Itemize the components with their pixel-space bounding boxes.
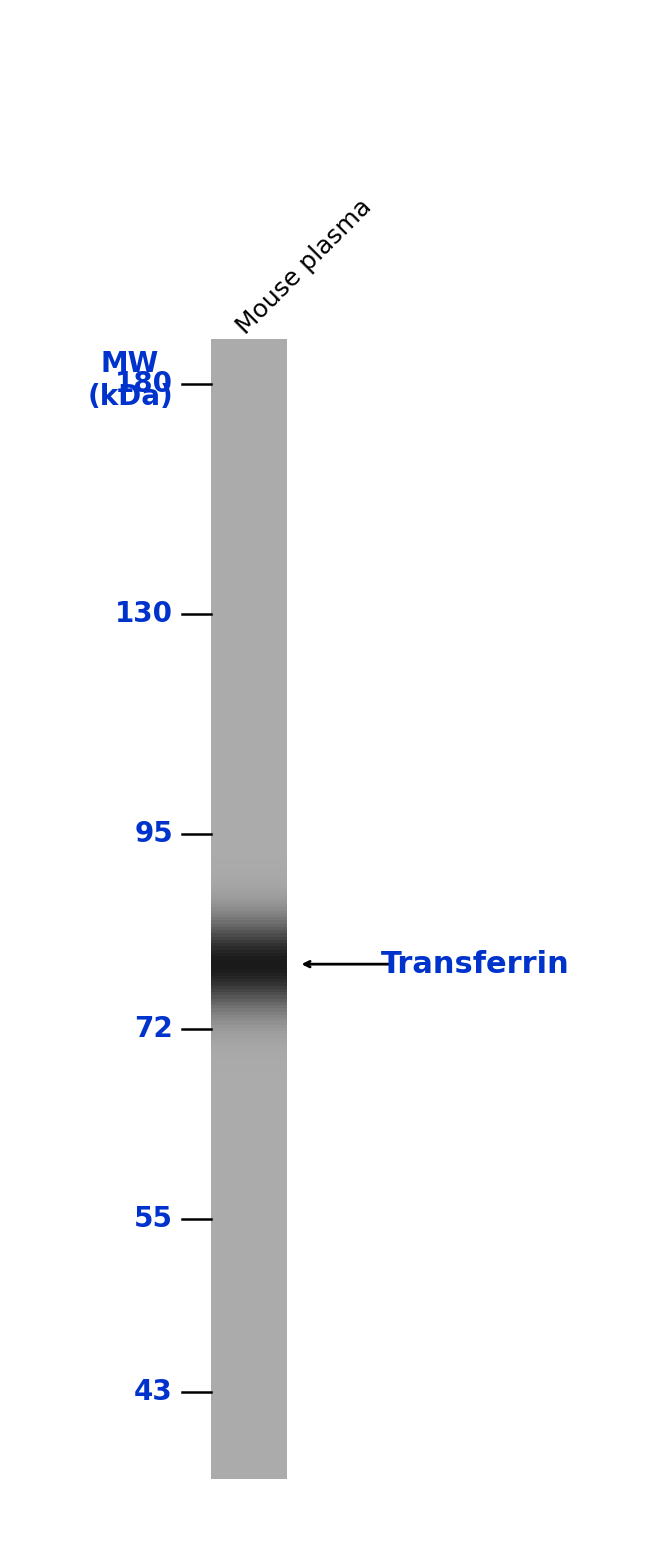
Bar [211,1063,287,1066]
Bar [211,898,287,901]
Bar [211,1016,287,1019]
Bar [211,966,287,969]
Bar [211,992,287,995]
Text: MW
(kDa): MW (kDa) [87,350,173,411]
Bar [211,1045,287,1048]
Bar [211,1019,287,1022]
Bar [211,891,287,894]
Bar [211,928,287,931]
Text: Mouse plasma: Mouse plasma [232,194,376,339]
Bar [211,1022,287,1025]
Bar [211,1005,287,1008]
Bar [211,339,287,1479]
Bar [211,861,287,865]
Bar [211,1103,287,1106]
Bar [211,1116,287,1119]
Bar [211,1093,287,1096]
Bar [211,1096,287,1099]
Bar [211,1031,287,1034]
Bar [211,982,287,986]
Bar [211,1040,287,1045]
Bar [211,885,287,888]
Text: 72: 72 [134,1016,173,1043]
Bar [211,1086,287,1089]
Bar [211,1110,287,1113]
Bar [211,905,287,908]
Bar [211,1060,287,1063]
Text: 43: 43 [134,1378,173,1407]
Bar [211,1083,287,1086]
Bar [211,1089,287,1093]
Text: 130: 130 [115,599,173,627]
Bar [211,872,287,875]
Bar [211,989,287,992]
Bar [211,894,287,898]
Bar [211,920,287,923]
Bar [211,923,287,928]
Bar [211,1011,287,1016]
Bar [211,1106,287,1110]
Bar [211,917,287,920]
Bar [211,911,287,914]
Bar [211,952,287,957]
Bar [211,1008,287,1011]
Bar [211,943,287,946]
Bar [211,858,287,861]
Bar [211,1113,287,1116]
Bar [211,908,287,911]
Bar [211,875,287,878]
Text: Transferrin: Transferrin [381,949,569,979]
Bar [211,1057,287,1060]
Bar [211,1037,287,1040]
Bar [211,881,287,885]
Bar [211,914,287,917]
Bar [211,888,287,891]
Bar [211,979,287,982]
Bar [211,1074,287,1077]
Bar [211,940,287,943]
Bar [211,972,287,975]
Bar [211,975,287,979]
Bar [211,934,287,937]
Bar [211,1077,287,1080]
Bar [211,1099,287,1103]
Bar [211,999,287,1002]
Bar [211,1034,287,1037]
Bar [211,986,287,989]
Bar [211,1080,287,1083]
Bar [211,1069,287,1074]
Bar [211,963,287,966]
Bar [211,931,287,934]
Bar [211,865,287,868]
Bar [211,995,287,999]
Bar [211,946,287,949]
Bar [211,1048,287,1051]
Bar [211,1051,287,1054]
Bar [211,937,287,940]
Bar [211,901,287,905]
Bar [211,1066,287,1069]
Bar [211,868,287,872]
Text: 180: 180 [115,370,173,399]
Bar [211,969,287,972]
Bar [211,1028,287,1031]
Bar [211,1054,287,1057]
Bar [211,957,287,960]
Bar [211,1025,287,1028]
Bar [211,1002,287,1005]
Text: 95: 95 [134,820,173,849]
Text: 55: 55 [134,1205,173,1233]
Bar [211,960,287,963]
Bar [211,949,287,952]
Bar [211,878,287,881]
